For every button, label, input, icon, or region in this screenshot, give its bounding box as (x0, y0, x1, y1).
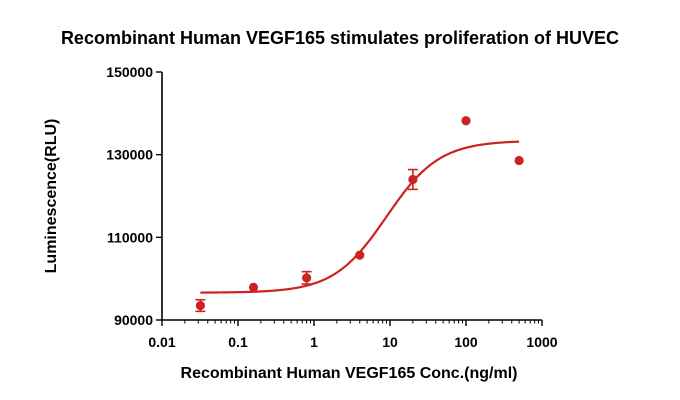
data-point (408, 174, 418, 185)
data-point (302, 273, 312, 283)
x-tick-label: 1 (310, 334, 318, 350)
x-tick-label: 0.01 (148, 334, 175, 350)
x-tick-label: 1000 (526, 334, 557, 350)
data-point (355, 250, 365, 260)
y-tick-label: 110000 (107, 229, 153, 245)
y-tick-label: 130000 (106, 147, 153, 163)
y-tick-label: 150000 (106, 64, 153, 80)
x-tick-label: 100 (454, 334, 478, 350)
chart-title: Recombinant Human VEGF165 stimulates pro… (61, 28, 619, 48)
plot-area: 90000 110000 130000 150000 0.01 0.1 1 10 100 1000 (106, 64, 557, 350)
x-tick-label: 0.1 (228, 334, 248, 350)
data-point (461, 116, 471, 126)
x-axis-label: Recombinant Human VEGF165 Conc.(ng/ml) (181, 365, 518, 382)
x-tick-label: 10 (382, 334, 398, 350)
y-tick-label: 90000 (114, 312, 153, 328)
data-point (514, 155, 524, 166)
y-axis-label: Luminescence(RLU) (43, 119, 60, 274)
fit-curve (200, 140, 520, 294)
data-point (195, 300, 205, 311)
data-point (248, 282, 259, 292)
